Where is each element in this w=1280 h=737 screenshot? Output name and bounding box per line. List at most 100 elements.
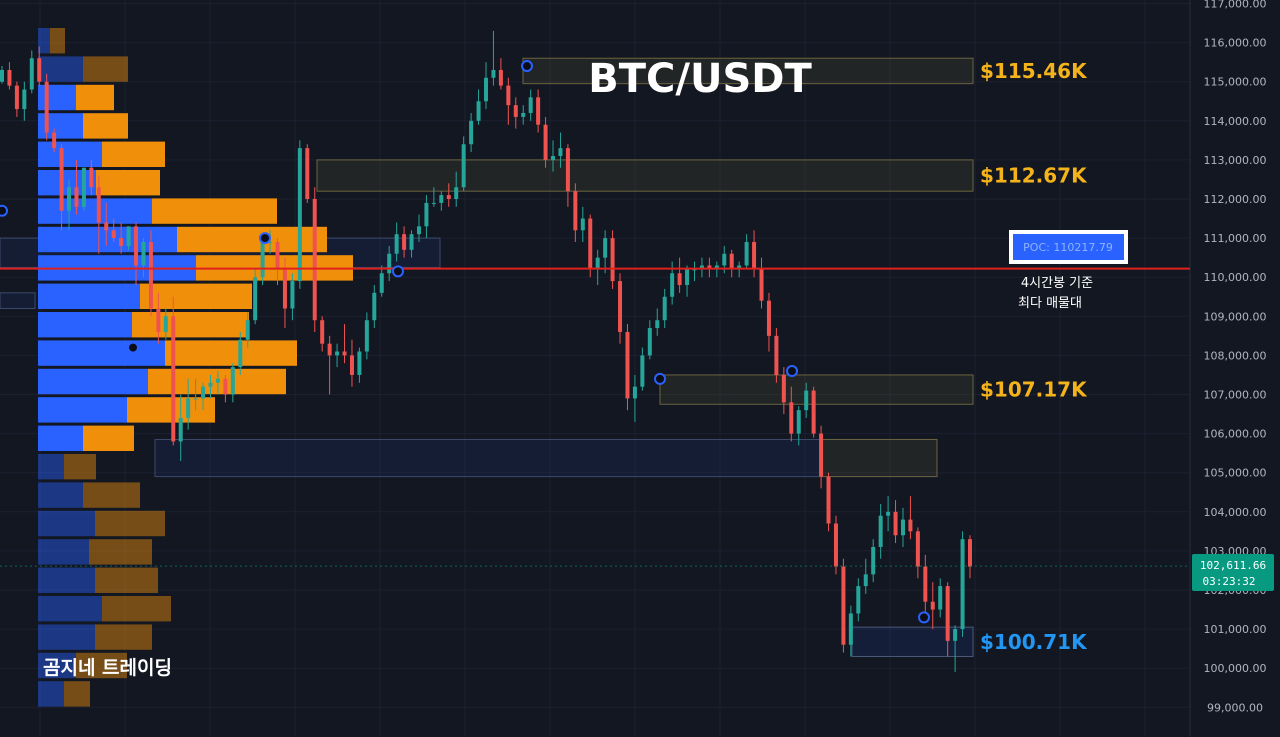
candle-body[interactable] [282, 269, 287, 309]
candle-body[interactable] [454, 187, 459, 199]
current-price-tag[interactable]: 102,611.66 03:23:32 [1192, 554, 1274, 591]
candle-body[interactable] [141, 242, 146, 266]
candle-body[interactable] [357, 351, 362, 375]
candle-body[interactable] [431, 202, 436, 204]
candle-body[interactable] [670, 273, 675, 297]
candlesticks[interactable] [0, 30, 972, 673]
candle-body[interactable] [14, 85, 19, 110]
candle-body[interactable] [848, 613, 853, 645]
candle-body[interactable] [290, 281, 295, 309]
candle-body[interactable] [766, 300, 771, 336]
candle-body[interactable] [67, 187, 72, 211]
candle-body[interactable] [364, 320, 369, 352]
candle-body[interactable] [335, 351, 340, 356]
candle-body[interactable] [74, 187, 79, 207]
candle-body[interactable] [707, 265, 712, 270]
candle-body[interactable] [81, 167, 86, 207]
candle-body[interactable] [119, 238, 124, 246]
candle-body[interactable] [789, 402, 794, 434]
candle-body[interactable] [573, 191, 578, 231]
candle-body[interactable] [588, 218, 593, 270]
candle-body[interactable] [327, 343, 332, 356]
candle-body[interactable] [819, 433, 824, 477]
candle-body[interactable] [126, 226, 131, 246]
candle-body[interactable] [968, 539, 972, 567]
candle-body[interactable] [52, 132, 57, 149]
candle-body[interactable] [0, 69, 4, 82]
candle-body[interactable] [37, 58, 42, 82]
candle-body[interactable] [379, 273, 384, 293]
candle-body[interactable] [297, 148, 302, 282]
candle-body[interactable] [662, 296, 667, 321]
candle-body[interactable] [260, 242, 265, 278]
candle-body[interactable] [603, 238, 608, 258]
candle-body[interactable] [104, 222, 109, 231]
candle-body[interactable] [551, 155, 556, 160]
candle-body[interactable] [632, 386, 637, 399]
candle-body[interactable] [424, 202, 429, 227]
candle-body[interactable] [856, 586, 861, 614]
candle-body[interactable] [610, 238, 615, 282]
candle-body[interactable] [178, 417, 183, 442]
candle-body[interactable] [186, 398, 191, 418]
candle-body[interactable] [461, 144, 466, 188]
candle-body[interactable] [409, 234, 414, 250]
candle-body[interactable] [22, 89, 27, 110]
candle-body[interactable] [320, 320, 325, 344]
candle-body[interactable] [759, 269, 764, 301]
candle-body[interactable] [528, 97, 533, 113]
candle-body[interactable] [342, 351, 347, 356]
candle-body[interactable] [692, 269, 697, 271]
candle-body[interactable] [193, 398, 198, 400]
candle-body[interactable] [96, 187, 101, 223]
candle-body[interactable] [625, 331, 630, 399]
candle-body[interactable] [245, 320, 250, 340]
candle-body[interactable] [476, 101, 481, 121]
candle-body[interactable] [416, 226, 421, 235]
candle-body[interactable] [900, 519, 905, 536]
candle-body[interactable] [699, 265, 704, 270]
candle-body[interactable] [930, 601, 935, 610]
candle-body[interactable] [640, 355, 645, 387]
candle-body[interactable] [908, 519, 913, 532]
candle-body[interactable] [886, 511, 891, 516]
candle-body[interactable] [163, 316, 168, 332]
candle-body[interactable] [171, 316, 176, 442]
candle-body[interactable] [349, 355, 354, 375]
candle-body[interactable] [446, 195, 451, 199]
candle-body[interactable] [685, 269, 690, 286]
candle-body[interactable] [781, 374, 786, 403]
candle-body[interactable] [372, 292, 377, 321]
candle-body[interactable] [536, 97, 541, 125]
candle-body[interactable] [201, 386, 206, 399]
candle-body[interactable] [744, 242, 749, 266]
candle-body[interactable] [484, 77, 488, 102]
candle-body[interactable] [722, 253, 727, 266]
candle-body[interactable] [893, 511, 898, 536]
candle-body[interactable] [215, 378, 220, 383]
candle-body[interactable] [89, 167, 94, 188]
candle-body[interactable] [513, 105, 518, 117]
candle-body[interactable] [387, 253, 392, 274]
candle-body[interactable] [253, 277, 258, 321]
candle-body[interactable] [774, 335, 779, 375]
candle-body[interactable] [543, 124, 548, 160]
candle-body[interactable] [7, 69, 12, 86]
candle-body[interactable] [156, 308, 161, 332]
candle-body[interactable] [208, 382, 213, 387]
candle-body[interactable] [752, 242, 757, 270]
candle-body[interactable] [915, 531, 920, 567]
candle-body[interactable] [953, 629, 958, 641]
candle-body[interactable] [402, 234, 407, 250]
candle-body[interactable] [558, 148, 563, 156]
candle-body[interactable] [833, 523, 838, 567]
candle-body[interactable] [580, 218, 585, 231]
candle-body[interactable] [305, 148, 310, 199]
candle-body[interactable] [394, 234, 399, 254]
candle-body[interactable] [863, 574, 868, 587]
candle-body[interactable] [595, 257, 600, 270]
candle-body[interactable] [312, 199, 317, 321]
candle-body[interactable] [238, 339, 243, 368]
candle-body[interactable] [923, 566, 928, 602]
